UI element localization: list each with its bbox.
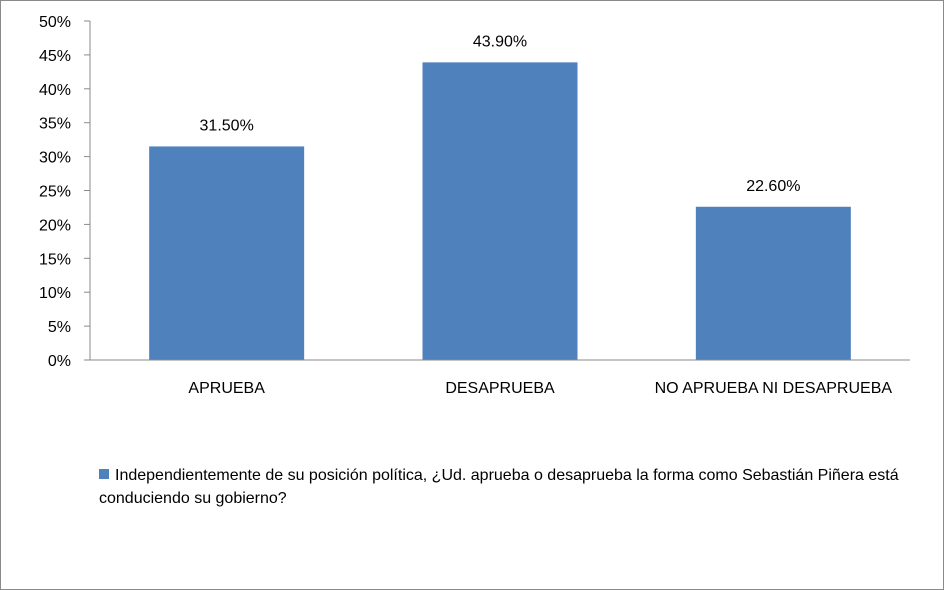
category-label: DESAPRUEBA [445, 380, 555, 397]
y-tick-label: 10% [39, 285, 71, 302]
y-tick-label: 25% [39, 184, 71, 201]
y-tick-label: 45% [39, 48, 71, 65]
legend-label: Independientemente de su posición políti… [99, 467, 899, 507]
y-tick-label: 30% [39, 150, 71, 167]
bar [422, 62, 578, 360]
legend: Independientemente de su posición políti… [99, 464, 899, 510]
y-axis-ticks: 0% 5% 10% 15% 20% 25% 30% 35% 40% 45% 50% [39, 14, 90, 370]
y-tick-label: 50% [39, 14, 71, 31]
y-tick-label: 15% [39, 251, 71, 268]
category-labels: APRUEBA DESAPRUEBA NO APRUEBA NI DESAPRUEB… [188, 380, 892, 397]
y-tick-label: 5% [48, 319, 71, 336]
bar-data-label: 43.90% [473, 33, 527, 50]
bar [695, 206, 851, 360]
y-tick-label: 35% [39, 116, 71, 133]
category-label: NO APRUEBA NI DESAPRUEBA [655, 380, 893, 397]
y-tick-label: 40% [39, 82, 71, 99]
bar-data-label: 31.50% [200, 117, 254, 134]
bar [149, 146, 305, 360]
category-label: APRUEBA [188, 380, 265, 397]
legend-swatch [99, 469, 109, 479]
bars [149, 62, 851, 360]
y-tick-label: 0% [48, 353, 71, 370]
bar-data-label: 22.60% [746, 178, 800, 195]
y-tick-label: 20% [39, 217, 71, 234]
data-labels: 31.50% 43.90% 22.60% [200, 33, 801, 194]
